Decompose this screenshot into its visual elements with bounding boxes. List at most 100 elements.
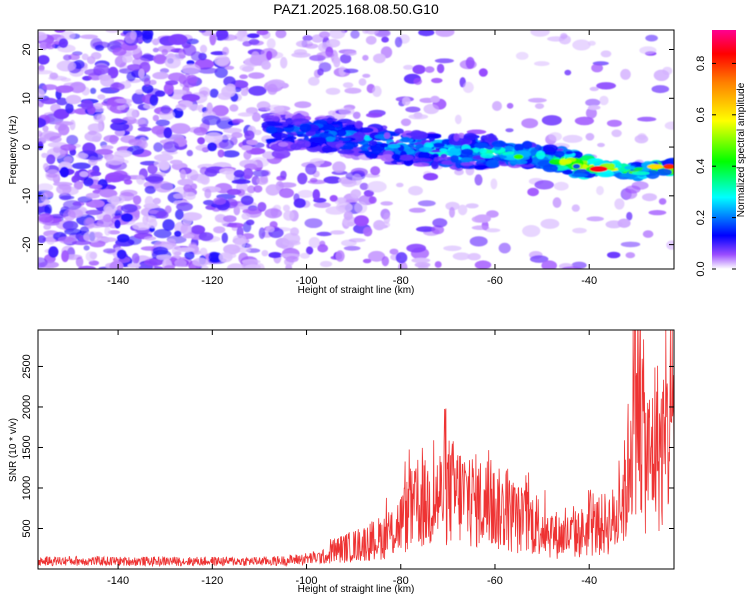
- heatmap-cell: [78, 265, 96, 269]
- heatmap-cell: [176, 202, 193, 212]
- heatmap-cell: [302, 35, 313, 42]
- snr-line: [38, 330, 674, 568]
- heatmap-cell: [253, 185, 263, 193]
- heatmap-cell: [330, 230, 345, 235]
- heatmap-cell: [379, 221, 391, 229]
- heatmap-cell: [208, 252, 224, 263]
- heatmap-cell: [60, 77, 72, 82]
- heatmap-cell: [316, 51, 335, 59]
- heatmap-cell: [354, 201, 368, 214]
- heatmap-cell: [339, 145, 354, 151]
- heatmap-cell: [164, 57, 181, 69]
- heatmap-cell: [440, 153, 448, 158]
- heatmap-cell: [395, 252, 408, 264]
- heatmap-cell: [591, 63, 603, 73]
- heatmap-cell: [403, 64, 414, 70]
- heatmap-cell: [306, 246, 314, 255]
- heatmap-cell: [429, 136, 435, 142]
- heatmap-cell: [112, 47, 127, 56]
- heatmap-cell: [419, 147, 433, 153]
- heatmap-cell: [204, 188, 212, 199]
- heatmap-cell: [587, 105, 601, 110]
- colorbar-tick-label: 0.8: [695, 56, 707, 71]
- heatmap-cell: [662, 66, 673, 76]
- heatmap-cell: [183, 192, 196, 200]
- heatmap-cell: [553, 150, 565, 158]
- heatmap-cell: [156, 254, 172, 261]
- heatmap-cell: [462, 81, 474, 93]
- snr-panel: -140 -120 -100 -80 -60 -40 500 1000 1500 2000 250…: [8, 329, 675, 595]
- heatmap-cell: [63, 209, 76, 221]
- heatmap-cell: [308, 237, 321, 248]
- heatmap-cell: [275, 30, 287, 39]
- heatmap-cell: [144, 195, 154, 208]
- heatmap-cell: [180, 223, 192, 236]
- heatmap-cell: [221, 232, 228, 244]
- heatmap-cell: [363, 226, 373, 237]
- heatmap-cell: [370, 166, 381, 176]
- snr-x-label: Height of straight line (km): [298, 584, 415, 595]
- heatmap-cell: [642, 167, 650, 172]
- heatmap-cell: [94, 231, 103, 238]
- heatmap-cell: [229, 104, 239, 112]
- y-tick-label: -20: [21, 237, 33, 253]
- heatmap-cell: [59, 166, 70, 178]
- heatmap-cell: [534, 180, 554, 190]
- heatmap-cell: [38, 55, 50, 65]
- heatmap-cell: [370, 153, 378, 159]
- figure-title: PAZ1.2025.168.08.50.G10: [273, 1, 439, 17]
- heatmap-cell: [233, 205, 241, 216]
- heatmap-cell: [585, 98, 601, 107]
- heatmap-cell: [104, 206, 113, 217]
- heatmap-cell: [381, 36, 389, 43]
- heatmap-cell: [149, 94, 159, 106]
- heatmap-cell: [56, 97, 68, 106]
- heatmap-cell: [103, 248, 116, 254]
- heatmap-cell: [413, 157, 430, 162]
- heatmap-cell: [589, 86, 599, 92]
- heatmap-cell: [93, 102, 103, 110]
- heatmap-cell: [217, 149, 225, 158]
- heatmap-cell: [309, 177, 318, 183]
- heatmap-cell: [596, 185, 604, 196]
- heatmap-cell: [243, 168, 254, 179]
- heatmap-cell: [144, 236, 157, 241]
- heatmap-cell: [486, 210, 499, 218]
- heatmap-cell: [471, 225, 490, 230]
- heatmap-cell: [436, 63, 445, 74]
- heatmap-cell: [183, 184, 193, 193]
- heatmap-cell: [418, 30, 435, 37]
- heatmap-cell: [152, 47, 159, 53]
- colorbar-tick-label: 0.0: [695, 261, 707, 276]
- heatmap-cell: [358, 127, 374, 133]
- heatmap-cell: [639, 46, 657, 55]
- heatmap-cell: [138, 141, 148, 149]
- heatmap-cell: [204, 132, 223, 145]
- heatmap-cell: [519, 163, 534, 168]
- heatmap-cell: [105, 30, 120, 33]
- heatmap-cell: [99, 189, 118, 198]
- heatmap-cell: [413, 162, 430, 167]
- heatmap-cell: [75, 152, 89, 159]
- heatmap-cell: [61, 250, 69, 263]
- heatmap-cell: [620, 68, 631, 80]
- heatmap-cell: [54, 121, 74, 126]
- heatmap-cell: [231, 118, 244, 124]
- heatmap-cell: [252, 169, 270, 177]
- heatmap-cell: [246, 33, 260, 39]
- heatmap-cell: [38, 64, 45, 72]
- heatmap-cell: [319, 31, 331, 39]
- heatmap-cell: [57, 236, 74, 243]
- heatmap-cell: [245, 107, 258, 115]
- heatmap-cell: [434, 261, 442, 268]
- heatmap-cell: [97, 94, 106, 100]
- heatmap-cell: [283, 210, 295, 221]
- heatmap-cell: [443, 245, 462, 252]
- heatmap-cell: [414, 262, 431, 268]
- heatmap-cell: [62, 220, 79, 231]
- heatmap-cell: [46, 173, 58, 178]
- y-tick-label: 1000: [21, 476, 33, 500]
- heatmap-cell: [38, 117, 47, 128]
- heatmap-cell: [226, 188, 242, 195]
